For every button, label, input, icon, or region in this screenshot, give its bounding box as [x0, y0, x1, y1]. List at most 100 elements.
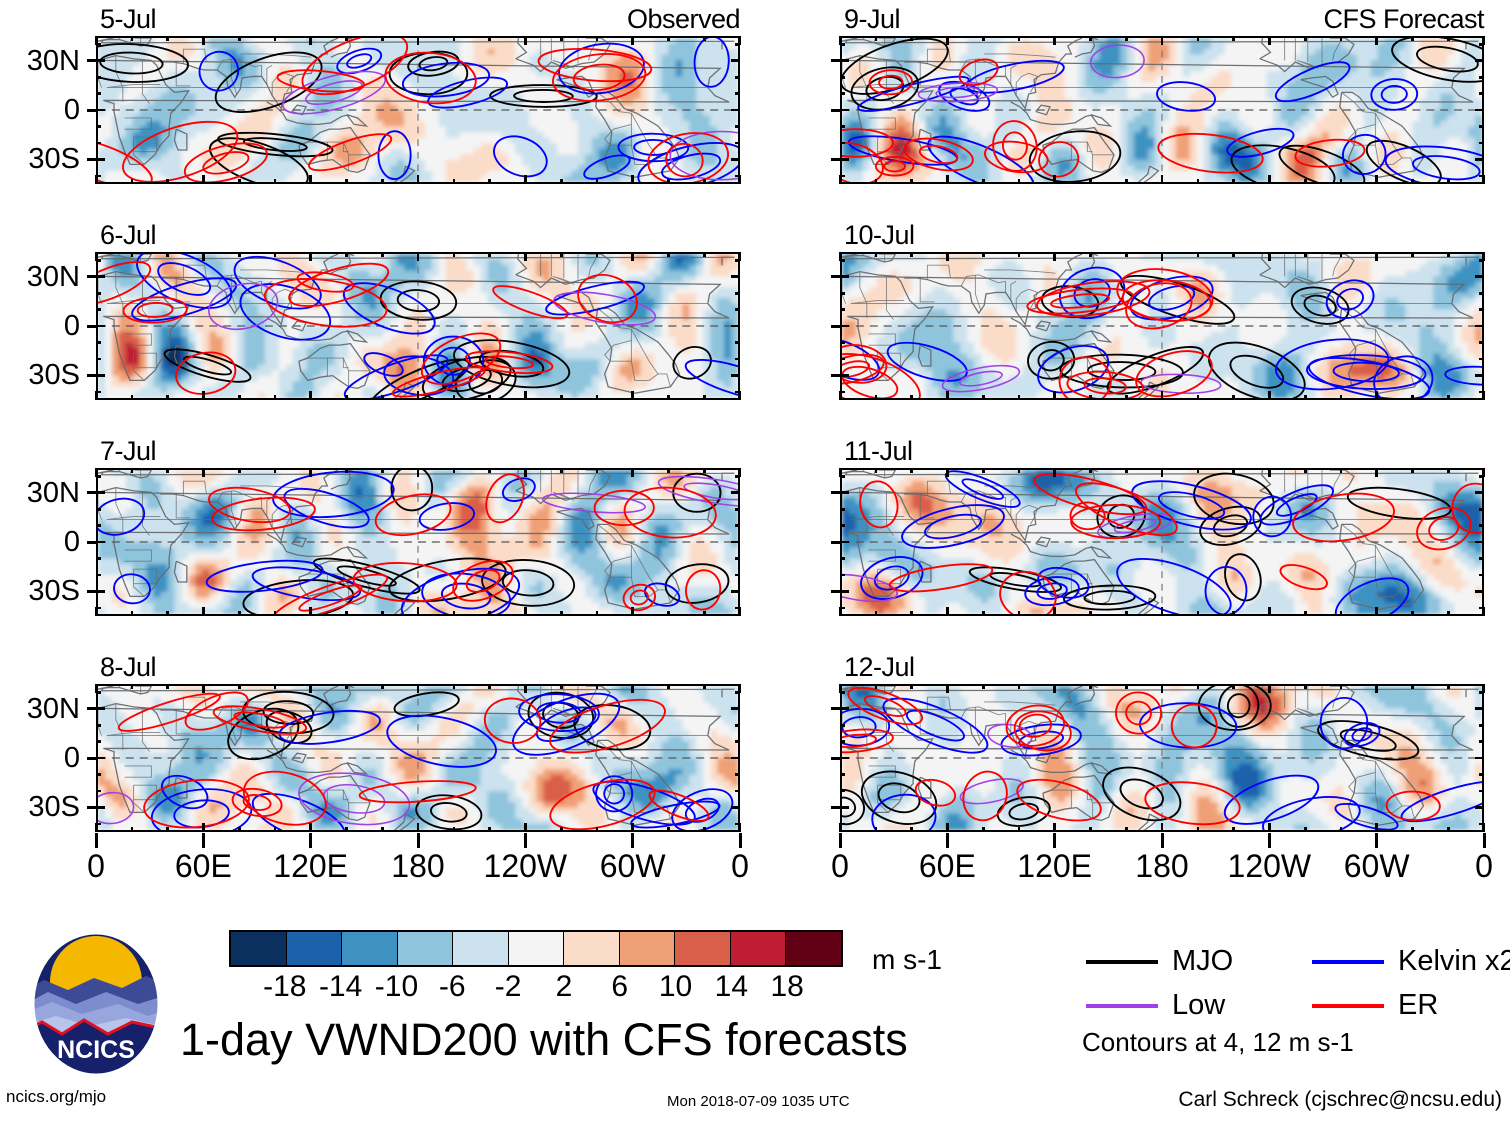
x-axis-tick: [1482, 36, 1486, 45]
x-axis-tick: [981, 179, 985, 184]
x-axis-tick: [452, 468, 456, 473]
x-axis-tick: [1089, 36, 1092, 41]
y-axis-tick: [87, 59, 98, 63]
x-axis-tick: [1303, 36, 1307, 41]
y-axis-tick-minor: [840, 59, 849, 63]
y-axis-tick-minor: [840, 606, 845, 610]
x-axis-tick: [1268, 823, 1271, 832]
wave-contours: [98, 690, 734, 830]
y-axis-tick-minor: [96, 491, 105, 495]
x-axis-tick: [981, 36, 985, 41]
x-axis-tick: [838, 684, 842, 693]
site-url[interactable]: ncics.org/mjo: [6, 1088, 106, 1105]
x-axis-tick: [1017, 611, 1021, 616]
map-panel: [840, 36, 1484, 184]
y-axis-tick-minor: [735, 475, 740, 478]
y-axis-tick-minor: [840, 822, 845, 826]
x-axis-tick: [1196, 684, 1200, 689]
x-axis-tick: [1125, 827, 1128, 832]
x-axis-tick: [345, 36, 348, 41]
y-axis-tick-minor: [840, 259, 845, 262]
map-canvas: [98, 686, 738, 830]
x-axis-tick: [1375, 252, 1379, 261]
y-axis-tick-minor: [840, 540, 849, 544]
y-axis-tick-minor: [735, 341, 740, 344]
y-axis-tick: [831, 805, 842, 809]
map-canvas: [98, 38, 738, 182]
colorbar-tick-label: 6: [611, 972, 628, 1002]
x-axis-tick: [1268, 391, 1271, 400]
y-axis-tick-minor: [1479, 357, 1484, 361]
x-axis-tick: [703, 468, 706, 473]
x-axis-tick: [1268, 684, 1271, 693]
x-axis-tick: [1411, 611, 1414, 616]
x-axis-tick: [981, 395, 985, 400]
colorbar-tick-label: -6: [439, 972, 466, 1002]
y-axis-tick-minor: [96, 606, 101, 610]
y-axis-tick-minor: [96, 475, 101, 478]
x-axis-label: 0: [1475, 850, 1493, 882]
y-axis-tick: [831, 59, 842, 63]
x-axis-label: 0: [831, 850, 849, 882]
y-axis-tick-minor: [840, 475, 845, 478]
y-axis-tick-minor: [840, 491, 849, 495]
x-axis-tick: [1482, 684, 1486, 693]
y-axis-tick-minor: [1479, 308, 1484, 311]
x-axis-tick: [946, 684, 949, 693]
x-axis-tick: [309, 175, 313, 184]
y-axis-tick-minor: [731, 806, 740, 809]
x-axis-tick: [738, 823, 742, 832]
y-axis-tick-minor: [1475, 540, 1484, 544]
y-axis-tick-minor: [1479, 75, 1484, 79]
y-axis-tick: [87, 805, 98, 809]
legend-line-swatch: [1086, 960, 1158, 964]
y-axis-tick: [87, 707, 98, 711]
x-axis-tick: [202, 684, 205, 693]
y-axis-tick-minor: [840, 125, 845, 128]
y-axis-label: 30S: [0, 793, 80, 822]
colorbar-tick-labels: -18 -14 -10 -6 -2 2 6 10 14 18: [229, 972, 843, 1006]
x-axis-tick: [452, 827, 456, 832]
x-axis-tick: [1303, 395, 1307, 400]
panel-date-label: 11-Jul: [844, 438, 913, 465]
x-axis-tick: [130, 611, 134, 616]
x-axis-tick: [381, 36, 384, 41]
x-axis-tick: [524, 252, 527, 261]
y-axis-tick-minor: [96, 374, 105, 377]
x-axis-tick: [1303, 468, 1307, 473]
y-axis-tick-minor: [735, 75, 740, 79]
x-axis-tick: [667, 684, 670, 689]
y-axis-tick-minor: [1475, 275, 1484, 279]
x-axis-tick: [524, 684, 527, 693]
x-axis-tick: [1125, 179, 1128, 184]
x-axis-tick: [94, 607, 98, 616]
legend-line-swatch: [1312, 960, 1384, 964]
x-axis-tick: [345, 611, 348, 616]
x-axis-major-tick: [201, 833, 205, 848]
x-axis-tick: [130, 395, 134, 400]
x-axis-tick: [595, 395, 599, 400]
x-axis-tick: [1160, 607, 1164, 616]
y-axis-tick-minor: [840, 275, 849, 279]
x-axis-tick: [1232, 827, 1235, 832]
y-axis-tick-minor: [1479, 740, 1484, 743]
y-axis-tick-minor: [96, 822, 101, 826]
y-axis-label: 30S: [0, 361, 80, 390]
x-axis-tick: [1303, 179, 1307, 184]
x-axis-tick: [738, 468, 742, 477]
x-axis-tick: [946, 175, 949, 184]
y-axis-tick-minor: [96, 174, 101, 178]
y-axis-label: 30N: [0, 46, 80, 76]
y-axis-tick-minor: [1475, 707, 1484, 711]
x-axis-tick: [309, 823, 313, 832]
x-axis-tick: [1089, 684, 1092, 689]
legend-line-swatch: [1086, 1004, 1158, 1008]
y-axis-label: 30S: [0, 577, 80, 606]
timestamp: Mon 2018-07-09 1035 UTC: [667, 1094, 850, 1109]
x-axis-tick: [1232, 252, 1235, 257]
x-axis-tick: [130, 252, 134, 257]
x-axis-tick: [381, 468, 384, 473]
x-axis-tick: [237, 611, 241, 616]
y-axis-tick: [831, 707, 842, 711]
x-axis-tick: [838, 391, 842, 400]
